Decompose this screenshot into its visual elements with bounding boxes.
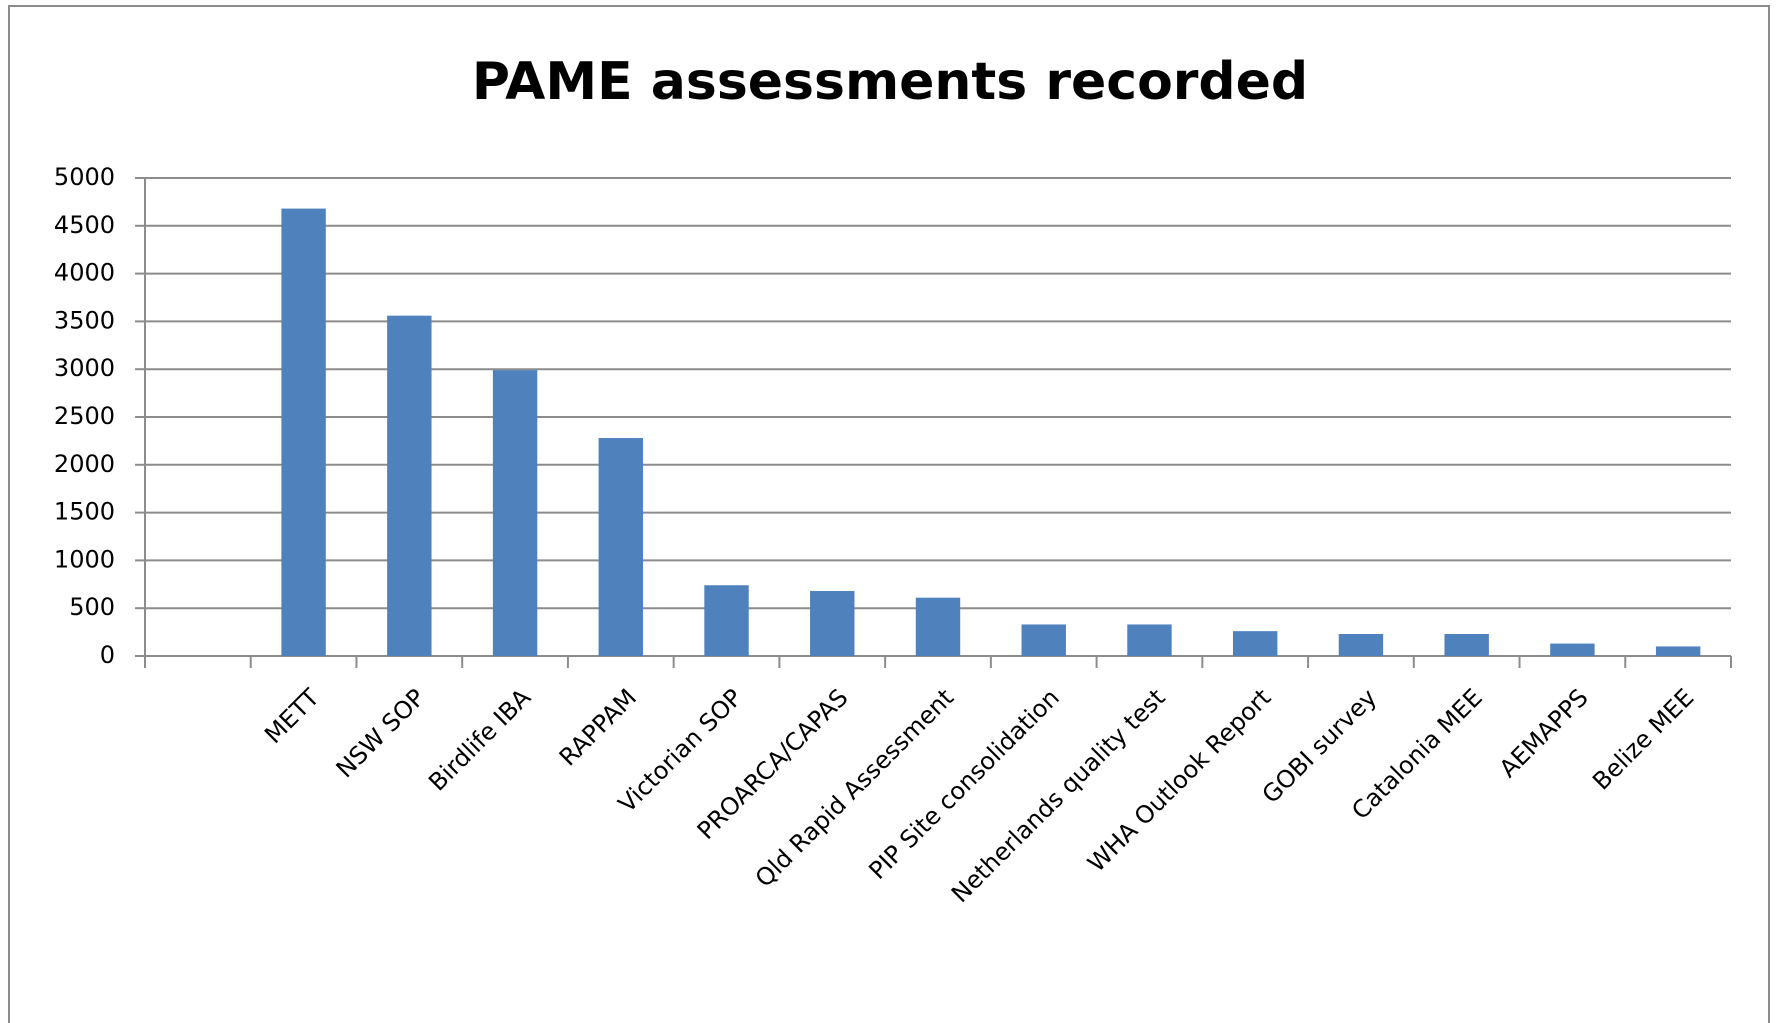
bar (387, 315, 432, 656)
y-tick-label: 3000 (54, 354, 115, 382)
y-tick-label: 5000 (54, 163, 115, 191)
bar (1444, 634, 1489, 656)
bar (915, 597, 961, 656)
bar (704, 585, 749, 656)
y-tick-label: 4000 (54, 259, 115, 287)
bar (1338, 634, 1384, 656)
bar (492, 370, 538, 656)
bar (1232, 631, 1278, 656)
bar (598, 438, 644, 656)
y-tick-label: 1500 (54, 498, 115, 526)
bar (281, 208, 326, 657)
bar (1655, 646, 1701, 656)
y-tick-label: 2000 (54, 450, 115, 478)
bar (1127, 624, 1172, 656)
y-tick-label: 4500 (54, 211, 115, 239)
bar (1550, 643, 1595, 656)
y-tick-label: 3500 (54, 306, 115, 334)
y-tick-label: 500 (69, 593, 115, 621)
chart-title: PAME assessments recorded (472, 52, 1308, 112)
bar (810, 590, 855, 656)
y-tick-label: 1000 (54, 545, 115, 573)
y-tick-label: 2500 (54, 402, 115, 430)
y-tick-label: 0 (100, 641, 115, 669)
bar (1021, 624, 1066, 656)
